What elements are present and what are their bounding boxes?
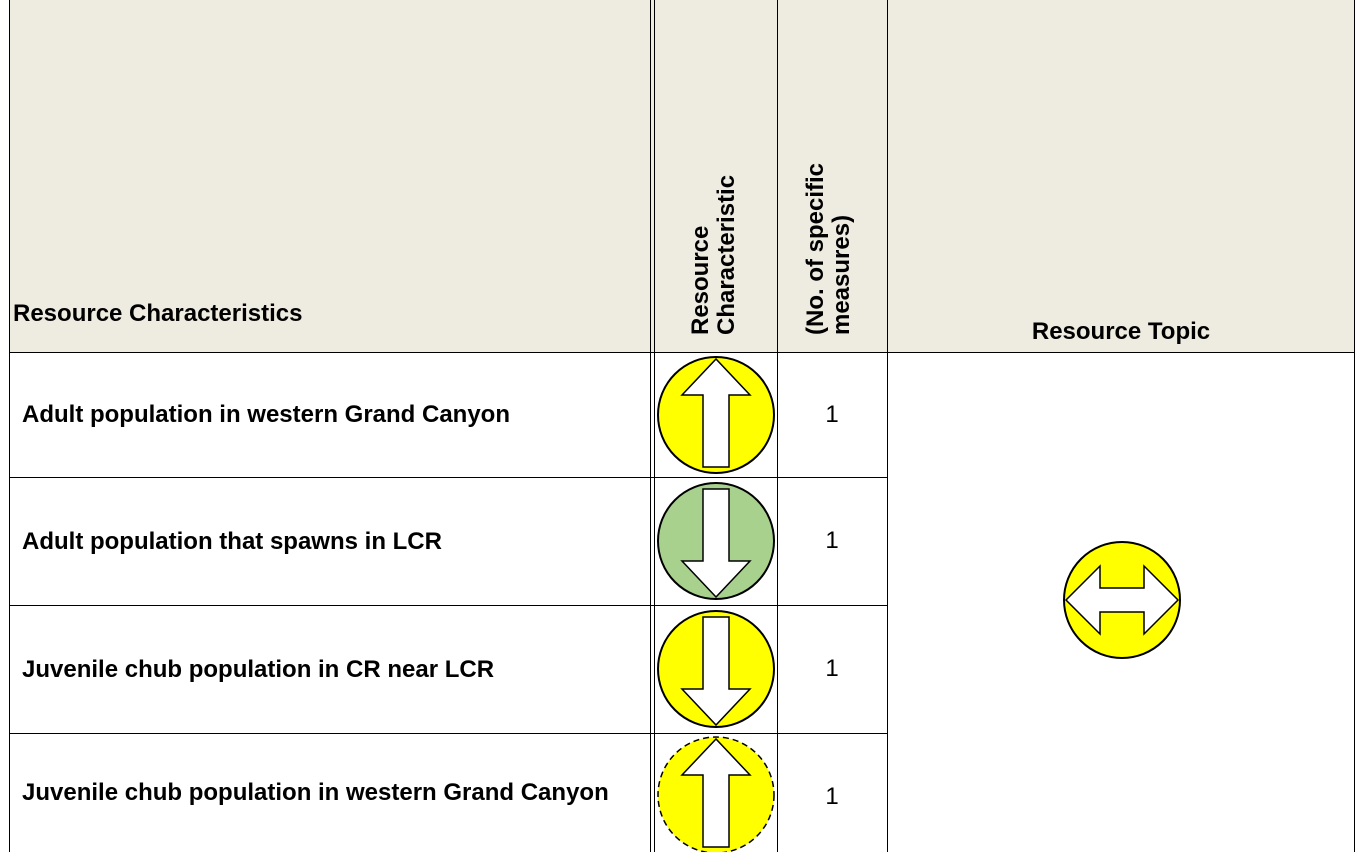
border [777,0,778,852]
count: 1 [825,783,839,810]
header-row [9,0,1355,352]
row-label: Juvenile chub population in western Gran… [22,779,609,806]
row: Adult population that spawns in LCR [9,477,650,605]
row: Adult population in western Grand Canyon [9,352,650,477]
row-label: Juvenile chub population in CR near LCR [22,655,495,683]
border [887,0,888,852]
count: 1 [825,527,839,554]
count: 1 [825,400,839,428]
border [650,0,651,852]
border [9,605,888,606]
border [654,0,655,852]
down-arrow-icon [657,482,775,600]
border [9,733,888,734]
up-arrow-icon [657,736,775,852]
header-cell: (No. of specific measures) [802,162,855,335]
row: Juvenile chub population in CR near LCR [9,605,650,733]
row-label: Adult population that spawns in LCR [22,527,442,555]
header-cell: Resource Topic [1031,318,1211,345]
header-cell: Resource Characteristic [687,174,740,335]
border [9,477,888,478]
up-arrow-icon [657,356,775,474]
count: 1 [825,655,839,682]
border [9,0,10,852]
down-arrow-icon [657,610,775,728]
border [9,352,1355,353]
row-label: Adult population in western Grand Canyon [22,401,511,428]
border [1354,0,1355,852]
row: Juvenile chub population in western Gran… [9,733,650,852]
double-arrow-icon [1063,541,1181,659]
header-cell: Resource Characteristics [13,300,303,327]
